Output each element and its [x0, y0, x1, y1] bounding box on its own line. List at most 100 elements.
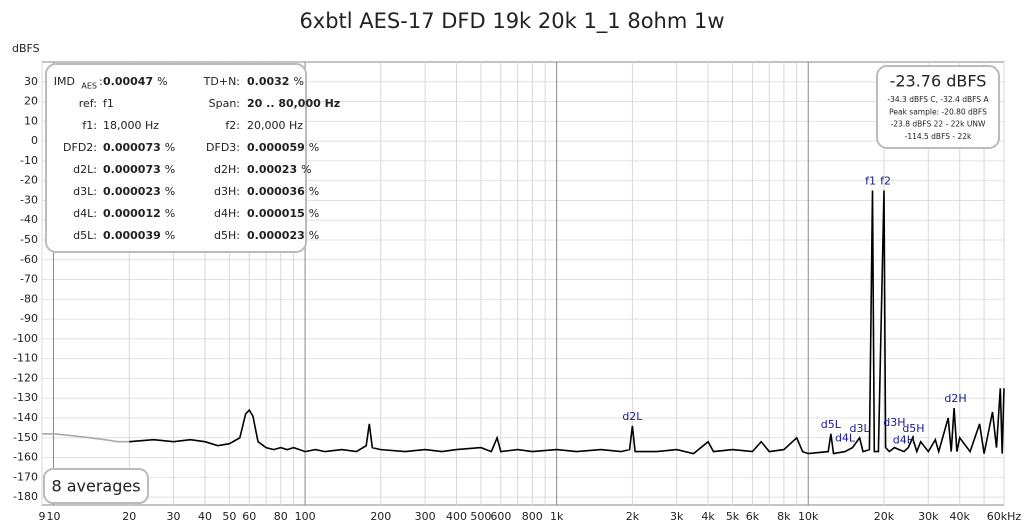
annotation: f2	[880, 175, 891, 188]
info-label-sub: AES	[81, 82, 97, 91]
level-box: -23.76 dBFS -34.3 dBFS C, -32.4 dBFS A Pe…	[876, 65, 1000, 149]
annotation: d4H	[893, 434, 915, 447]
x-tick-label: 2k	[626, 510, 640, 523]
x-tick-label: 30k	[918, 510, 939, 523]
info-label: ref:	[79, 97, 97, 110]
x-tick-label: 500	[470, 510, 491, 523]
x-tick-label: 50	[222, 510, 236, 523]
info-label: d5L:	[73, 229, 97, 242]
info-value: 0.000059	[247, 141, 305, 154]
y-tick-label: -70	[20, 273, 38, 286]
x-tick-label: 40	[198, 510, 212, 523]
y-tick-label: -50	[20, 233, 38, 246]
x-tick-label: 100	[295, 510, 316, 523]
info-label: TD+N:	[203, 75, 240, 88]
info-value: 0.000073	[103, 163, 161, 176]
level-line: -34.3 dBFS C, -32.4 dBFS A	[887, 95, 989, 104]
info-unit: %	[309, 229, 319, 242]
x-tick-label: 400	[446, 510, 467, 523]
info-label: Span:	[209, 97, 240, 110]
info-label: d5H:	[214, 229, 240, 242]
info-unit: %	[165, 141, 175, 154]
info-unit: %	[309, 207, 319, 220]
info-unit: %	[293, 75, 303, 88]
x-tick-label: 5k	[726, 510, 740, 523]
info-value: 0.000015	[247, 207, 305, 220]
info-unit: %	[309, 141, 319, 154]
x-tick-label: 4k	[701, 510, 715, 523]
y-tick-label: -110	[13, 352, 38, 365]
y-tick-label: 0	[31, 134, 38, 147]
info-label: d4L:	[73, 207, 97, 220]
x-tick-label: 1k	[550, 510, 564, 523]
annotation: d4L	[835, 432, 856, 445]
info-label: d3H:	[214, 185, 240, 198]
info-frame	[45, 63, 307, 253]
info-value: 20 .. 80,000 Hz	[247, 97, 340, 110]
y-tick-label: 20	[24, 95, 38, 108]
labels: 3020100-10-20-30-40-50-60-70-80-90-100-1…	[13, 75, 1021, 523]
info-unit: %	[165, 185, 175, 198]
info-label: d2H:	[214, 163, 240, 176]
y-tick-label: -160	[13, 451, 38, 464]
averages-frame	[43, 468, 149, 504]
x-tick-label: 300	[415, 510, 436, 523]
annotation: f1	[865, 175, 876, 188]
info-label-colon: :	[99, 75, 103, 88]
info-value: 0.000023	[103, 185, 161, 198]
level-line: -114.5 dBFS - 22k	[905, 132, 972, 141]
info-label: f2:	[225, 119, 240, 132]
y-tick-label: -140	[13, 411, 38, 424]
y-tick-label: -100	[13, 332, 38, 345]
spectrum-line	[42, 433, 130, 443]
x-tick-label: 3k	[670, 510, 684, 523]
traces	[42, 190, 1005, 455]
annotation: d2L	[622, 410, 643, 423]
info-value: 0.000039	[103, 229, 161, 242]
x-tick-label: 8k	[777, 510, 791, 523]
x-tick-label: 80	[274, 510, 288, 523]
y-tick-label: -10	[20, 154, 38, 167]
info-label: IMD	[54, 75, 75, 88]
y-tick-label: -80	[20, 292, 38, 305]
y-tick-label: -130	[13, 391, 38, 404]
info-label: d4H:	[214, 207, 240, 220]
y-tick-label: -20	[20, 174, 38, 187]
info-unit: %	[309, 185, 319, 198]
y-tick-label: -150	[13, 431, 38, 444]
info-value: 0.00047	[103, 75, 153, 88]
y-tick-label: -40	[20, 213, 38, 226]
y-tick-label: 10	[24, 114, 38, 127]
x-tick-label: 9	[39, 510, 46, 523]
info-unit: %	[165, 207, 175, 220]
y-tick-label: -30	[20, 193, 38, 206]
x-tick-label: 40k	[950, 510, 971, 523]
x-tick-label: 600	[490, 510, 511, 523]
x-tick-label: 60	[242, 510, 256, 523]
level-line: Peak sample: -20.80 dBFS	[889, 107, 987, 116]
annotation: d5L	[821, 418, 842, 431]
level-line: -23.8 dBFS 22 - 22k UNW	[891, 120, 986, 129]
spectrum-line	[129, 190, 1005, 455]
annotation: d2H	[944, 392, 966, 405]
y-tick-label: -180	[13, 490, 38, 503]
info-label: f1:	[82, 119, 97, 132]
y-tick-label: -170	[13, 470, 38, 483]
y-tick-label: -60	[20, 253, 38, 266]
info-label: d3L:	[73, 185, 97, 198]
annotation: d5H	[902, 422, 924, 435]
info-value: 0.000023	[247, 229, 305, 242]
info-label: DFD2:	[63, 141, 97, 154]
y-tick-label: -90	[20, 312, 38, 325]
info-label: DFD3:	[206, 141, 240, 154]
info-value: f1	[103, 97, 114, 110]
chart-title: 6xbtl AES-17 DFD 19k 20k 1_1 8ohm 1w	[299, 9, 724, 34]
annotation: d3L	[850, 422, 871, 435]
x-tick-label: 60kHz	[987, 510, 1022, 523]
info-box: IMD AES:0.00047% TD+N: 0.0032 % ref: f1 Span: 20…	[45, 63, 340, 253]
x-tick-label: 200	[370, 510, 391, 523]
info-label: d2L:	[73, 163, 97, 176]
info-value: 20,000 Hz	[247, 119, 303, 132]
info-value: 0.0032	[247, 75, 289, 88]
